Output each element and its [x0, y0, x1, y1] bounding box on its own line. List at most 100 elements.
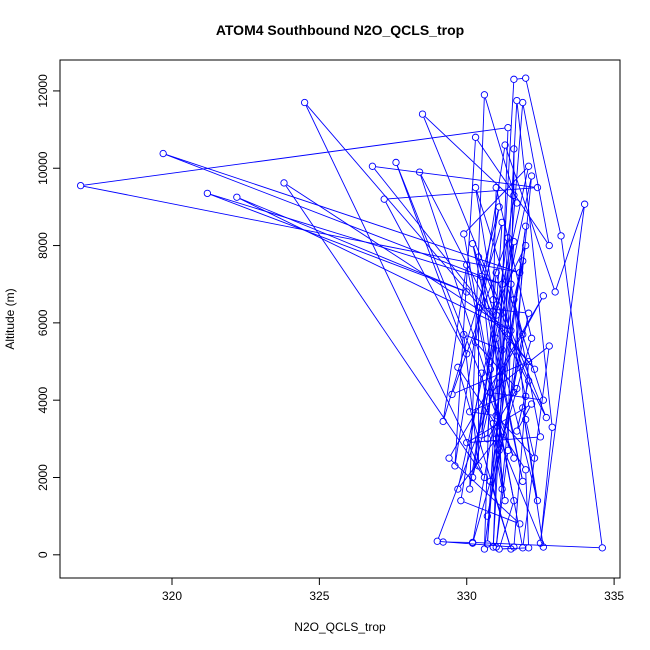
- data-point: [474, 462, 483, 470]
- data-point: [483, 435, 492, 443]
- series-line-segment: [555, 207, 585, 290]
- data-point: [457, 497, 465, 505]
- y-tick-label: 8000: [36, 232, 50, 259]
- series-line-segment: [469, 97, 485, 486]
- data-point: [542, 413, 550, 422]
- x-axis: 320 325 330 335: [162, 577, 624, 603]
- data-point: [460, 230, 468, 238]
- data-point: [492, 268, 500, 277]
- series-line-segment: [498, 244, 515, 448]
- data-point: [507, 545, 515, 553]
- data-point: [530, 365, 539, 373]
- data-point: [522, 241, 530, 250]
- data-point: [522, 392, 530, 400]
- data-point: [510, 238, 518, 246]
- data-point: [492, 411, 500, 420]
- data-point: [203, 189, 212, 198]
- data-point: [486, 388, 494, 397]
- series-line-segment: [239, 198, 464, 292]
- series-line-segment: [481, 209, 499, 274]
- series-line-segment: [478, 260, 523, 479]
- data-point: [498, 485, 506, 493]
- series-line-segment: [490, 179, 532, 367]
- series-line-segment: [454, 140, 476, 463]
- data-point: [513, 384, 521, 393]
- y-axis-label: Altitude (m): [3, 288, 17, 349]
- y-tick-label: 10000: [36, 151, 50, 185]
- series-line-segment: [517, 383, 529, 429]
- data-point: [415, 168, 424, 176]
- data-point: [486, 477, 494, 486]
- y-tick-label: 0: [36, 551, 50, 558]
- data-point: [510, 454, 518, 462]
- data-point: [468, 473, 477, 482]
- series-line-segment: [451, 460, 518, 523]
- data-point: [159, 149, 167, 158]
- data-point: [498, 280, 506, 288]
- data-point: [598, 544, 606, 552]
- series-line-segment: [396, 165, 514, 456]
- series-line-segment: [484, 229, 526, 546]
- data-point: [454, 485, 462, 493]
- series-line-segment: [540, 430, 553, 541]
- data-point: [468, 539, 477, 547]
- series-line-segment: [210, 194, 464, 292]
- data-point: [492, 334, 500, 342]
- x-tick-label: 335: [604, 589, 624, 603]
- series-line-segment: [165, 154, 500, 284]
- data-point: [548, 423, 556, 431]
- series-line-segment: [286, 184, 509, 330]
- series-line-segment: [472, 393, 512, 411]
- series-line-segment: [466, 267, 514, 498]
- data-point: [480, 91, 489, 99]
- data-point: [527, 400, 536, 408]
- series-line-segment: [477, 344, 516, 387]
- series-line-segment: [525, 422, 535, 456]
- series-line-segment: [494, 426, 543, 545]
- series-line-segment: [525, 472, 529, 545]
- y-tick-label: 12000: [36, 74, 50, 108]
- data-point: [539, 543, 548, 551]
- data-point: [498, 346, 506, 354]
- data-point: [524, 377, 533, 385]
- series-line-segment: [496, 341, 538, 498]
- data-point: [524, 357, 533, 366]
- data-point: [463, 261, 471, 269]
- series-line-segment: [463, 337, 479, 463]
- x-tick-label: 325: [309, 589, 329, 603]
- data-point: [504, 446, 512, 455]
- series-line-segment: [387, 187, 535, 200]
- series-line-segment: [499, 503, 514, 547]
- data-point: [483, 512, 492, 520]
- data-point: [522, 466, 530, 474]
- data-point: [468, 239, 477, 248]
- data-point: [510, 296, 518, 304]
- x-axis-label: N2O_QCLS_trop: [294, 620, 386, 634]
- data-point: [513, 427, 521, 435]
- data-point: [513, 96, 521, 105]
- data-point: [439, 417, 447, 426]
- y-tick-label: 6000: [36, 309, 50, 336]
- data-point: [233, 193, 241, 201]
- data-point: [486, 365, 494, 373]
- data-point: [368, 162, 377, 170]
- data-point: [477, 272, 486, 281]
- series-line-segment: [443, 225, 502, 419]
- series-line-segment: [472, 246, 523, 479]
- series-line-segment: [487, 225, 503, 436]
- data-point: [533, 183, 542, 192]
- data-point: [477, 369, 486, 377]
- series-line-segment: [459, 441, 495, 487]
- series-points: [76, 74, 606, 553]
- series-line-segment: [420, 175, 514, 456]
- series-line-segment: [481, 307, 526, 314]
- series-line-segment: [375, 166, 535, 188]
- series-line-segment: [525, 81, 561, 233]
- series-lines: [83, 78, 603, 550]
- series-line-segment: [396, 165, 467, 351]
- series-line-segment: [484, 97, 517, 201]
- data-point: [545, 342, 553, 350]
- data-point: [510, 497, 518, 505]
- data-point: [519, 544, 527, 552]
